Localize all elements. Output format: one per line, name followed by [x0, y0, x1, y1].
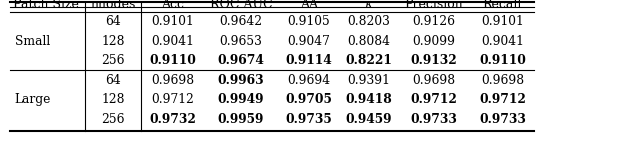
Text: 0.9391: 0.9391: [348, 74, 390, 87]
Text: 0.9132: 0.9132: [410, 54, 457, 67]
Text: 0.9735: 0.9735: [285, 113, 333, 126]
Text: 0.8084: 0.8084: [347, 35, 390, 47]
Text: 0.9712: 0.9712: [410, 93, 457, 106]
Text: 0.9698: 0.9698: [151, 74, 195, 87]
Text: 256: 256: [102, 113, 125, 126]
Text: AA: AA: [300, 0, 318, 11]
Text: 0.9101: 0.9101: [481, 15, 524, 28]
Text: 0.9126: 0.9126: [412, 15, 455, 28]
Text: 0.9705: 0.9705: [285, 93, 333, 106]
Text: Acc: Acc: [161, 0, 184, 11]
Text: 0.9959: 0.9959: [218, 113, 264, 126]
Text: 0.9653: 0.9653: [220, 35, 262, 47]
Text: 0.9963: 0.9963: [218, 74, 264, 87]
Text: 0.9698: 0.9698: [412, 74, 455, 87]
Text: 0.9418: 0.9418: [345, 93, 392, 106]
Text: Large: Large: [15, 93, 51, 106]
Text: 0.9099: 0.9099: [412, 35, 455, 47]
Text: Small: Small: [15, 35, 50, 47]
Text: 0.8203: 0.8203: [348, 15, 390, 28]
Text: nnodes: nnodes: [91, 0, 136, 11]
Text: 0.9733: 0.9733: [479, 113, 526, 126]
Text: 0.9694: 0.9694: [287, 74, 331, 87]
Text: 256: 256: [102, 54, 125, 67]
Text: 0.9041: 0.9041: [152, 35, 194, 47]
Text: Patch Size: Patch Size: [13, 0, 79, 11]
Text: 0.9047: 0.9047: [288, 35, 330, 47]
Text: 0.9114: 0.9114: [285, 54, 333, 67]
Text: 0.9733: 0.9733: [410, 113, 457, 126]
Text: 128: 128: [102, 35, 125, 47]
Text: 0.9949: 0.9949: [218, 93, 264, 106]
Text: 64: 64: [106, 74, 121, 87]
Text: κ: κ: [365, 0, 372, 11]
Text: 0.9712: 0.9712: [152, 93, 194, 106]
Text: 0.9732: 0.9732: [149, 113, 196, 126]
Text: 0.9674: 0.9674: [218, 54, 264, 67]
Text: 0.9105: 0.9105: [288, 15, 330, 28]
Text: 0.9459: 0.9459: [346, 113, 392, 126]
Text: 0.9041: 0.9041: [481, 35, 524, 47]
Text: Recall: Recall: [483, 0, 522, 11]
Text: 0.9698: 0.9698: [481, 74, 524, 87]
Text: 0.9101: 0.9101: [152, 15, 194, 28]
Text: 0.9712: 0.9712: [479, 93, 526, 106]
Text: Precision: Precision: [404, 0, 463, 11]
Text: ROC AUC: ROC AUC: [210, 0, 272, 11]
Text: 0.9642: 0.9642: [220, 15, 262, 28]
Text: 0.9110: 0.9110: [149, 54, 196, 67]
Text: 0.8221: 0.8221: [345, 54, 392, 67]
Text: 128: 128: [102, 93, 125, 106]
Text: 0.9110: 0.9110: [479, 54, 526, 67]
Text: 64: 64: [106, 15, 121, 28]
